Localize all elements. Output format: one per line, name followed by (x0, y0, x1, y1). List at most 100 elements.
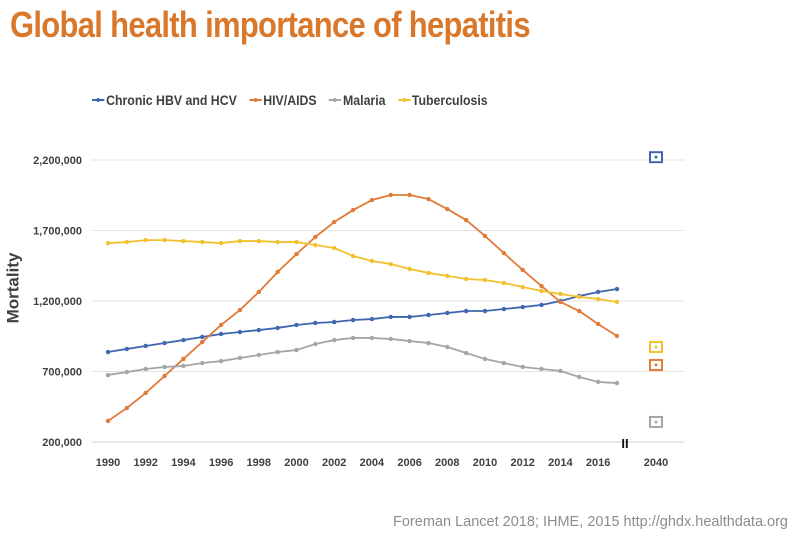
data-point (105, 418, 111, 424)
data-point (105, 349, 111, 355)
data-point (313, 341, 318, 347)
data-point (445, 344, 450, 350)
data-point (501, 250, 507, 256)
data-point (577, 294, 582, 300)
data-point (558, 299, 563, 305)
data-point (463, 308, 469, 314)
data-point (369, 258, 375, 264)
data-point (256, 238, 261, 244)
x-tick-label: 2010 (473, 457, 497, 469)
data-point (501, 280, 507, 286)
legend-swatch (249, 98, 262, 102)
data-point (218, 331, 224, 337)
projection-marker-dot (654, 420, 658, 424)
data-point (162, 364, 167, 370)
y-tick-label: 700,000 (42, 367, 82, 379)
legend-swatch (92, 98, 105, 102)
data-point (482, 308, 488, 314)
data-point (407, 192, 412, 198)
legend-item: HIV/AIDS (249, 92, 317, 108)
data-point (407, 266, 412, 272)
data-point (595, 321, 601, 327)
data-point (350, 335, 356, 341)
y-tick-label: 2,200,000 (33, 155, 82, 167)
data-point (426, 340, 431, 346)
x-tick-label: 1990 (96, 457, 120, 469)
legend-item: Chronic HBV and HCV (92, 92, 237, 108)
y-tick-label: 1,200,000 (33, 296, 82, 308)
axis-break-marker: II (621, 436, 628, 451)
data-point (124, 346, 130, 352)
data-point (463, 276, 469, 282)
data-point (181, 356, 186, 362)
data-point (218, 240, 224, 246)
x-tick-label: 2006 (397, 457, 421, 469)
data-point (558, 368, 563, 374)
data-point (388, 192, 393, 198)
data-point (294, 322, 299, 328)
data-point (407, 338, 412, 344)
x-tick-label: 2002 (322, 457, 346, 469)
x-tick-label: 2004 (360, 457, 385, 469)
data-point (143, 343, 148, 349)
data-point (614, 286, 620, 292)
legend-item: Malaria (328, 92, 386, 108)
data-point (426, 270, 431, 276)
data-point (463, 350, 469, 356)
data-point (256, 352, 261, 358)
data-point (595, 296, 601, 302)
data-point (520, 364, 525, 370)
data-point (426, 312, 431, 318)
x-tick-label: 1998 (247, 457, 271, 469)
data-point (350, 253, 356, 259)
data-point (143, 237, 148, 243)
projection-marker-dot (654, 345, 658, 349)
data-point (256, 289, 261, 295)
data-point (369, 316, 375, 322)
data-point (237, 355, 243, 361)
data-point (614, 299, 620, 305)
data-point (332, 319, 337, 325)
data-point (162, 373, 167, 379)
data-point (218, 358, 224, 364)
data-point (237, 238, 243, 244)
data-point (275, 325, 280, 331)
chart-legend: Chronic HBV and HCV HIV/AIDS Malaria Tuberc… (92, 92, 488, 108)
data-point (162, 237, 167, 243)
data-point (332, 245, 337, 251)
data-point (558, 291, 563, 297)
data-point (200, 360, 205, 366)
data-point (388, 336, 393, 342)
data-point (313, 234, 318, 240)
legend-label: Chronic HBV and HCV (106, 92, 237, 108)
data-point (181, 363, 186, 369)
data-point (539, 366, 544, 372)
data-point (313, 242, 318, 248)
data-point (200, 334, 205, 340)
data-point (143, 366, 148, 372)
data-point (388, 261, 393, 267)
x-tick-label: 2000 (284, 457, 308, 469)
x-tick-label: 2016 (586, 457, 610, 469)
series-line (107, 239, 618, 303)
y-tick-label: 200,000 (42, 437, 82, 449)
data-point (539, 288, 544, 294)
page-title: Global health importance of hepatitis (10, 4, 531, 45)
data-point (520, 267, 525, 273)
data-point (445, 273, 450, 279)
data-point (105, 372, 111, 378)
data-point (501, 306, 507, 312)
data-point (539, 302, 544, 308)
data-point (237, 329, 243, 335)
data-point (124, 369, 130, 375)
data-point (181, 337, 186, 343)
data-point (577, 374, 582, 380)
data-point (463, 217, 469, 223)
source-citation: Foreman Lancet 2018; IHME, 2015 http://g… (393, 514, 788, 530)
data-point (332, 337, 337, 343)
data-point (520, 304, 525, 310)
data-point (445, 310, 450, 316)
legend-label: Malaria (343, 92, 386, 108)
data-point (162, 340, 167, 346)
